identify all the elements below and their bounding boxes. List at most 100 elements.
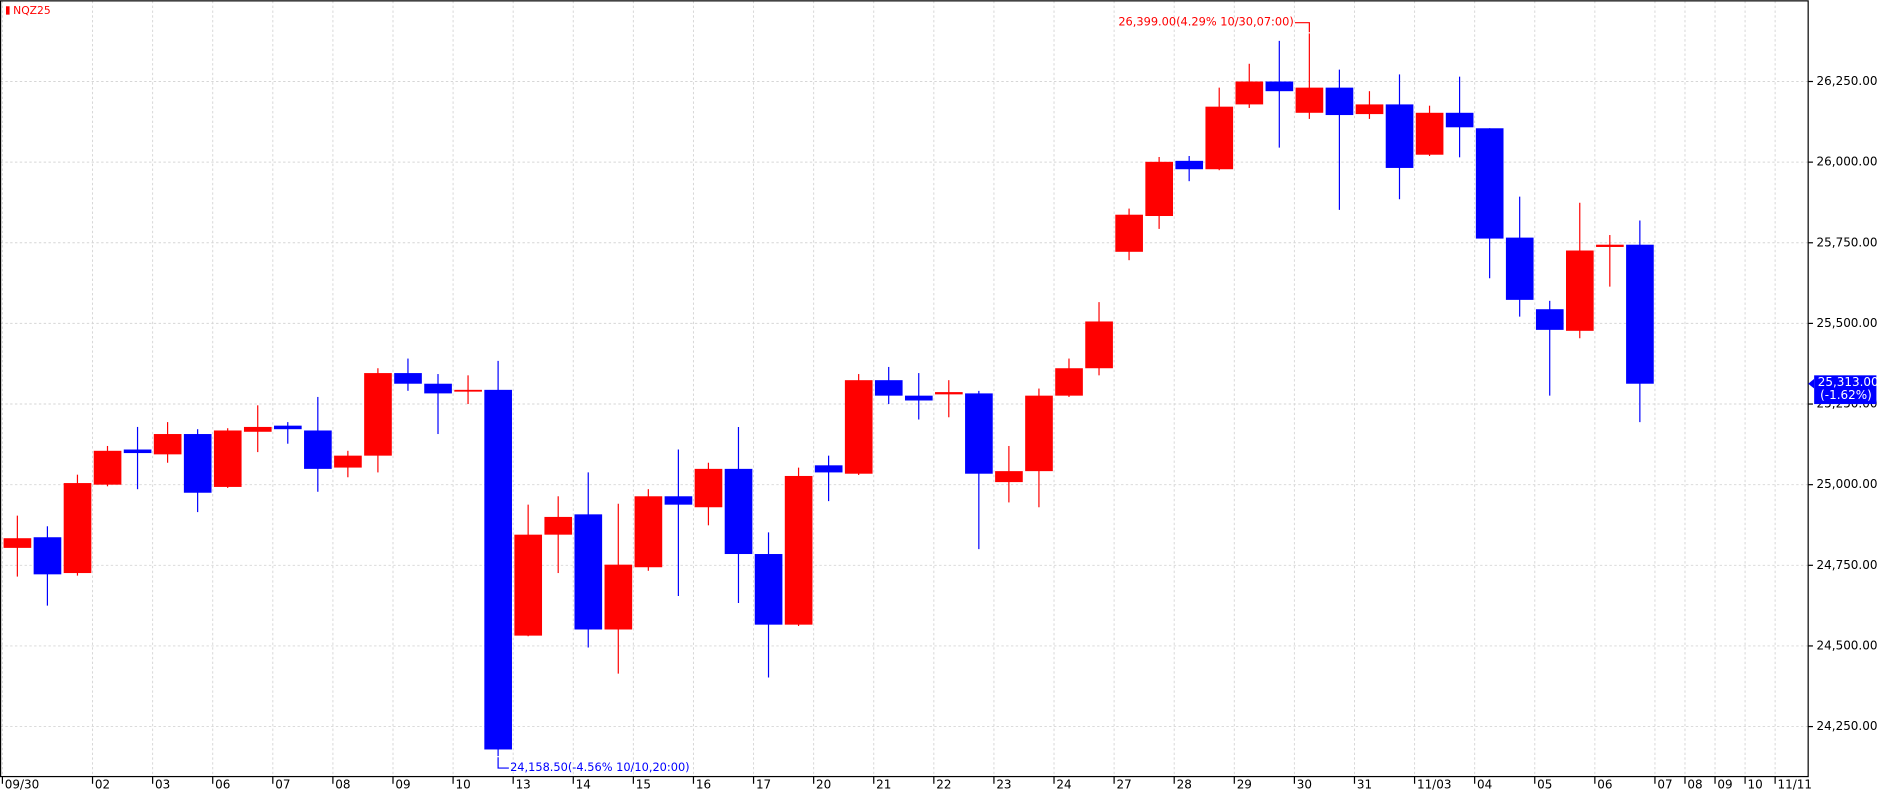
y-tick-label: 25,500.00 — [1817, 316, 1877, 330]
candle-body — [484, 389, 512, 750]
candle-body — [1235, 81, 1264, 105]
candle-body — [364, 373, 392, 456]
y-tick-label: 24,750.00 — [1817, 558, 1877, 572]
x-tick-label: 08 — [335, 777, 350, 791]
candle-body — [784, 475, 813, 625]
last-price-label: 25,313.00 — [1818, 375, 1877, 389]
candle-body — [1115, 214, 1143, 252]
candle-body — [33, 537, 62, 575]
candle-body — [1355, 104, 1384, 115]
candle-body — [1415, 112, 1444, 155]
y-tick-label: 24,500.00 — [1817, 638, 1877, 652]
candle-body — [604, 564, 633, 630]
y-tick-label: 25,750.00 — [1817, 235, 1877, 249]
candle-body — [1505, 237, 1534, 300]
candle-body — [1085, 321, 1113, 369]
candle-body — [1566, 250, 1594, 331]
candle-body — [1385, 104, 1414, 168]
candle-body — [93, 450, 122, 485]
candle-body — [1205, 106, 1234, 170]
x-tick-label: 29 — [1237, 777, 1252, 791]
x-tick-label: 28 — [1177, 777, 1192, 791]
candle-body — [153, 434, 182, 455]
x-tick-label: 11/03 — [1417, 777, 1451, 791]
x-tick-label: 22 — [936, 777, 951, 791]
x-tick-label: 31 — [1357, 777, 1372, 791]
y-tick-label: 26,250.00 — [1817, 74, 1877, 88]
low-pointer — [497, 757, 509, 769]
candle-body — [1445, 112, 1474, 128]
x-tick-label: 09/30 — [5, 777, 40, 791]
x-tick-label: 17 — [756, 777, 771, 791]
x-tick-label: 20 — [816, 777, 831, 791]
candle-body — [514, 534, 543, 636]
y-tick-label: 24,250.00 — [1817, 719, 1877, 733]
candle-body — [1475, 128, 1504, 239]
overlay: 24,250.0024,500.0024,750.0025,000.0025,2… — [1, 15, 1877, 791]
x-tick-label: 03 — [155, 777, 170, 791]
candle-body — [1325, 87, 1354, 116]
candle-body — [304, 430, 332, 469]
candle-body — [394, 373, 422, 384]
x-tick-label: 08 — [1687, 777, 1702, 791]
candle-body — [454, 389, 482, 392]
candle-body — [995, 471, 1023, 483]
candle-body — [634, 496, 663, 568]
candle-body — [1175, 160, 1204, 170]
symbol-marker — [5, 6, 10, 15]
candle-body — [664, 496, 693, 505]
x-tick-label: 06 — [215, 777, 230, 791]
x-tick-label: 07 — [275, 777, 290, 791]
candle-body — [694, 468, 723, 508]
x-tick-label: 13 — [516, 777, 531, 791]
grid — [0, 0, 1809, 777]
chart-title: NQZ25 — [13, 4, 51, 17]
x-tick-label: 09 — [1717, 777, 1732, 791]
x-tick-label: 21 — [876, 777, 891, 791]
candle-body — [1535, 309, 1564, 330]
candle-body — [544, 516, 573, 535]
high-annotation: 26,399.00(4.29% 10/30,07:00) — [1118, 15, 1293, 29]
x-tick-label: 07 — [1657, 777, 1672, 791]
candle-body — [1295, 87, 1324, 113]
candle-body — [965, 393, 993, 474]
candle-body — [844, 380, 873, 474]
candle-body — [243, 426, 272, 432]
last-price-pointer — [1808, 378, 1815, 389]
candle-body — [1626, 244, 1654, 384]
candle-body — [754, 554, 783, 625]
candles — [3, 33, 1654, 757]
candle-body — [123, 449, 152, 454]
x-tick-label: 09 — [395, 777, 410, 791]
x-tick-label: 27 — [1117, 777, 1132, 791]
candle-body — [63, 483, 92, 574]
x-tick-label: 06 — [1597, 777, 1612, 791]
x-tick-label: 15 — [636, 777, 651, 791]
x-tick-label: 23 — [996, 777, 1011, 791]
x-tick-label: 10 — [1747, 777, 1762, 791]
candle-body — [1025, 395, 1053, 472]
x-tick-label: 30 — [1297, 777, 1312, 791]
candle-body — [814, 465, 843, 473]
x-tick-label: 04 — [1477, 777, 1492, 791]
candle-body — [935, 392, 963, 395]
x-tick-label: 16 — [696, 777, 711, 791]
candle-body — [424, 383, 452, 394]
candle-body — [724, 468, 753, 555]
candle-body — [1596, 244, 1624, 247]
candle-body — [3, 538, 32, 548]
x-tick-label: 05 — [1537, 777, 1552, 791]
last-price-box — [1814, 375, 1877, 405]
y-tick-label: 26,000.00 — [1817, 155, 1877, 169]
candle-body — [1145, 161, 1174, 217]
x-tick-label: 02 — [95, 777, 110, 791]
candle-body — [213, 430, 242, 487]
candle-body — [904, 395, 933, 401]
candle-body — [1055, 368, 1083, 396]
candle-body — [334, 455, 362, 468]
x-tick-label: 11/11 — [1778, 777, 1813, 791]
low-annotation: 24,158.50(-4.56% 10/10,20:00) — [510, 760, 690, 774]
candle-body — [574, 514, 603, 630]
